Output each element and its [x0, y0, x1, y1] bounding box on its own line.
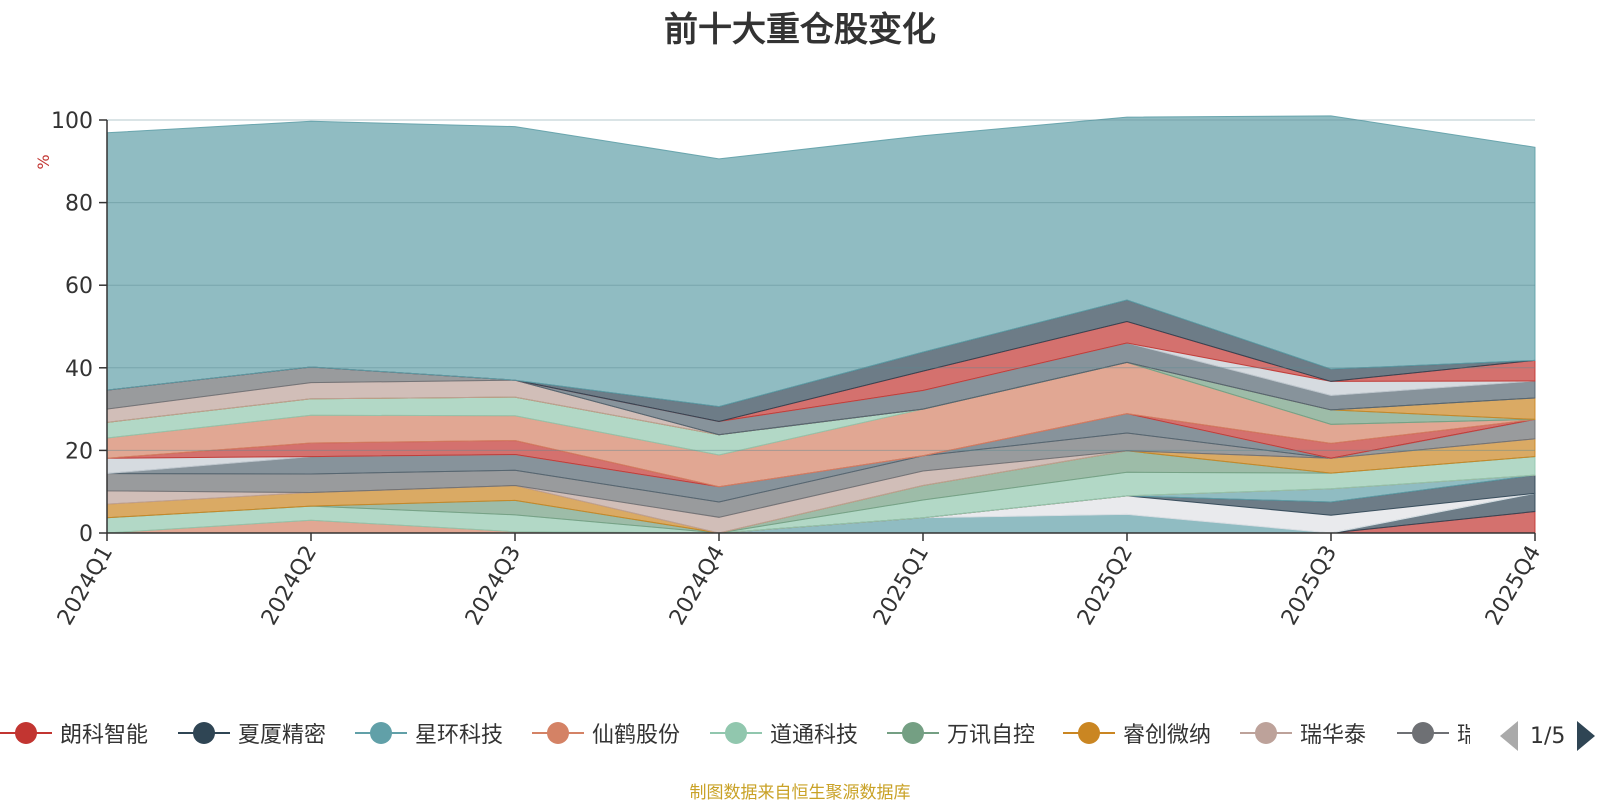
legend-dot [193, 722, 215, 744]
legend-dot [1255, 722, 1277, 744]
y-axis-label: % [34, 154, 53, 169]
legend-dot [15, 722, 37, 744]
legend-item[interactable]: 瑞芯微 [1397, 715, 1470, 751]
y-tick-label: 100 [51, 109, 93, 134]
legend: 朗科智能 夏厦精密 星环科技 仙鹤股份 道通科技 万讯自控 睿创微纳 瑞华泰 瑞芯微 [0, 715, 1470, 755]
legend-marker-icon [1240, 722, 1292, 744]
legend-item[interactable]: 仙鹤股份 [532, 715, 680, 751]
area-series-group [106, 115, 1536, 534]
y-tick-label: 20 [65, 439, 93, 464]
legend-label: 星环科技 [415, 723, 504, 748]
x-tick-label: 2024Q2 [257, 542, 322, 630]
legend-marker-icon [0, 722, 52, 744]
legend-prev-arrow-icon[interactable] [1500, 721, 1518, 751]
legend-item[interactable]: 瑞华泰 [1240, 715, 1366, 751]
legend-label: 瑞芯微 [1457, 723, 1470, 748]
legend-item[interactable]: 朗科智能 [0, 715, 148, 751]
legend-label: 万讯自控 [947, 723, 1036, 748]
legend-dot [902, 722, 924, 744]
legend-item[interactable]: 万讯自控 [887, 715, 1035, 751]
legend-dot [1078, 722, 1100, 744]
legend-label: 夏厦精密 [238, 723, 327, 748]
legend-item[interactable]: 道通科技 [710, 715, 858, 751]
x-tick-label: 2025Q4 [1481, 542, 1546, 630]
legend-label: 仙鹤股份 [592, 723, 681, 748]
legend-marker-icon [1063, 722, 1115, 744]
legend-dot [1412, 722, 1434, 744]
chart-title: 前十大重仓股变化 [664, 10, 936, 50]
legend-dot [725, 722, 747, 744]
x-tick-label: 2024Q3 [461, 542, 526, 630]
x-tick-label: 2024Q4 [665, 542, 730, 630]
x-tick-label: 2025Q2 [1073, 542, 1138, 630]
legend-label: 道通科技 [770, 723, 859, 748]
legend-marker-icon [1397, 722, 1449, 744]
source-note: 制图数据来自恒生聚源数据库 [689, 783, 911, 803]
legend-marker-icon [355, 722, 407, 744]
y-tick-label: 80 [65, 192, 93, 217]
grid-lines [107, 119, 1535, 451]
legend-dot [547, 722, 569, 744]
x-tick-label: 2025Q3 [1277, 542, 1342, 630]
legend-label: 朗科智能 [60, 723, 149, 748]
legend-marker-icon [710, 722, 762, 744]
legend-marker-icon [887, 722, 939, 744]
y-tick-label: 40 [65, 357, 93, 382]
legend-next-arrow-icon[interactable] [1577, 721, 1596, 751]
legend-item[interactable]: 睿创微纳 [1063, 715, 1211, 751]
y-tick-label: 60 [65, 274, 93, 299]
stacked-area-chart: 0 20 40 60 80 100% 2024Q1 2024Q2 2024Q3 2024Q4 202… [34, 109, 1546, 630]
x-tick-label: 2025Q1 [869, 542, 934, 630]
legend-marker-icon [532, 722, 584, 744]
x-tick-label: 2024Q1 [53, 542, 118, 630]
legend-item[interactable]: 夏厦精密 [178, 715, 326, 751]
legend-label: 瑞华泰 [1300, 723, 1367, 748]
legend-marker-icon [178, 722, 230, 744]
y-tick-label: 0 [79, 522, 93, 547]
area-series-26 [106, 115, 1536, 408]
legend-label: 睿创微纳 [1123, 723, 1212, 748]
legend-pager: 1/5 [1500, 718, 1596, 754]
legend-dot [370, 722, 392, 744]
legend-page-indicator: 1/5 [1530, 723, 1566, 749]
legend-item[interactable]: 星环科技 [355, 715, 503, 751]
